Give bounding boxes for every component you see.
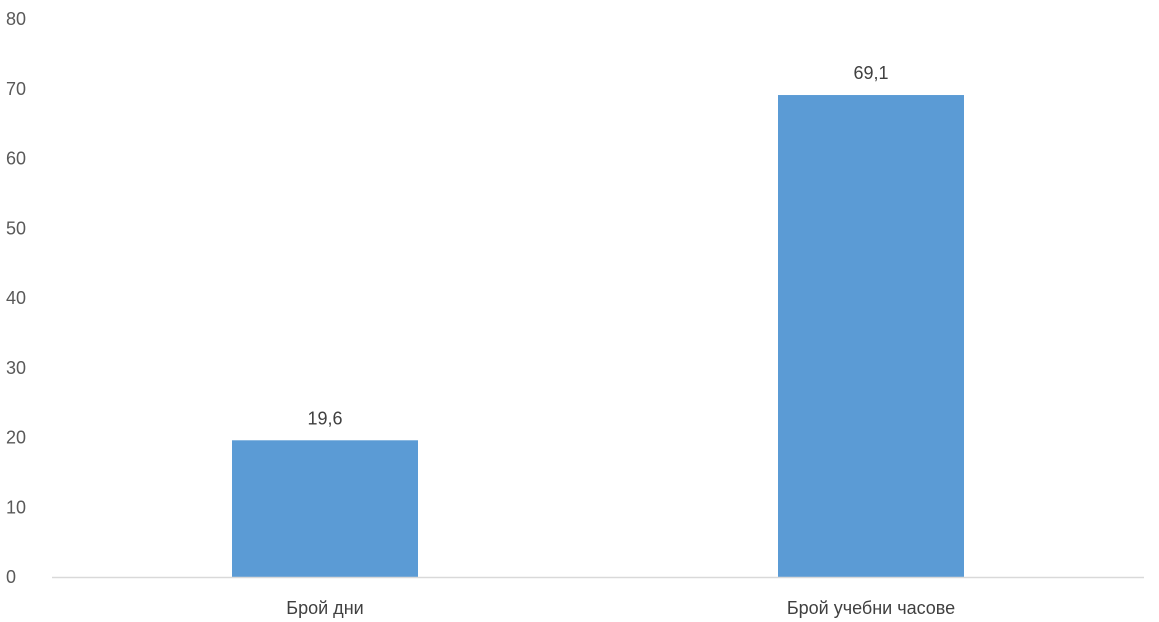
y-tick-label: 10 bbox=[6, 497, 26, 517]
y-tick-label: 20 bbox=[6, 428, 26, 448]
bar bbox=[778, 95, 964, 577]
x-category-label: Брой дни bbox=[286, 598, 363, 618]
y-tick-label: 30 bbox=[6, 358, 26, 378]
data-labels: 19,6 69,1 bbox=[307, 63, 888, 428]
y-tick-label: 40 bbox=[6, 288, 26, 308]
y-tick-label: 80 bbox=[6, 9, 26, 29]
bars bbox=[232, 95, 964, 577]
y-tick-label: 70 bbox=[6, 79, 26, 99]
bar-value-label: 69,1 bbox=[853, 63, 888, 83]
y-tick-label: 0 bbox=[6, 567, 16, 587]
y-tick-label: 60 bbox=[6, 149, 26, 169]
bar bbox=[232, 440, 418, 577]
x-axis-category-labels: Брой дни Брой учебни часове bbox=[286, 598, 955, 618]
bar-value-label: 19,6 bbox=[307, 408, 342, 428]
y-axis-ticks: 0 10 20 30 40 50 60 70 80 bbox=[6, 9, 26, 587]
y-tick-label: 50 bbox=[6, 218, 26, 238]
x-category-label: Брой учебни часове bbox=[787, 598, 955, 618]
